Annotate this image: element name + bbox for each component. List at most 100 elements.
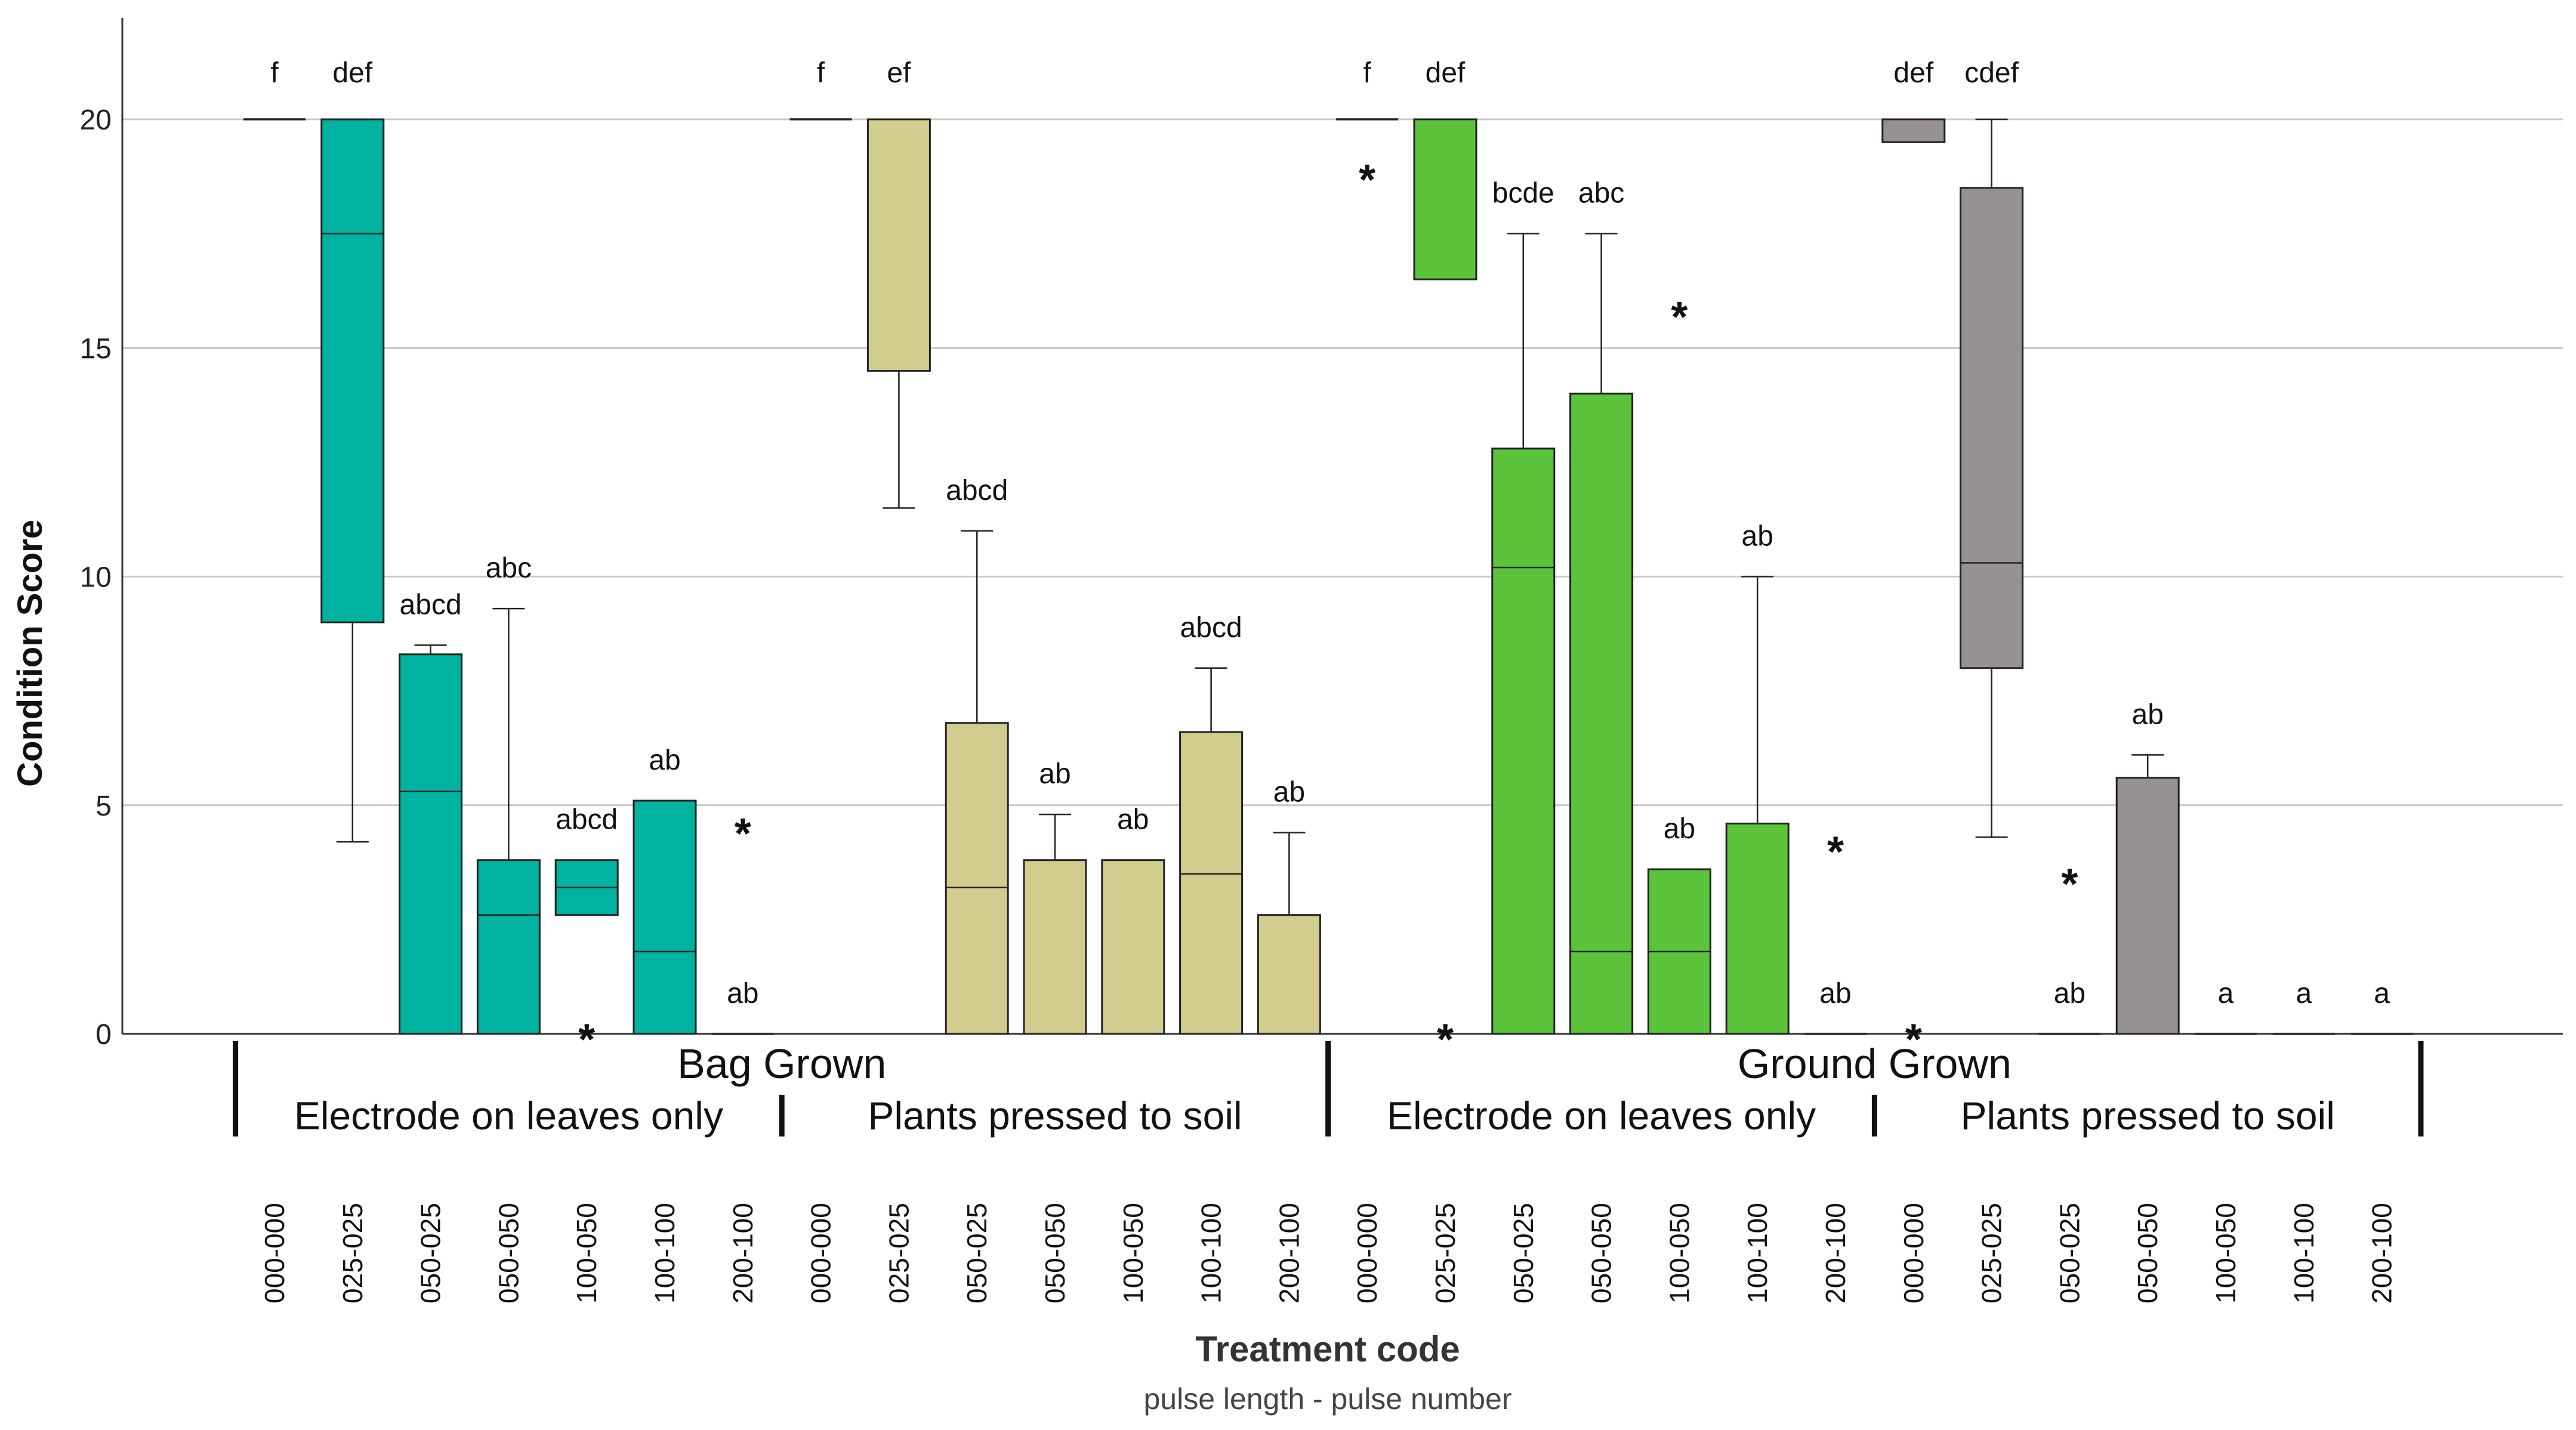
y-tick-label: 10 (80, 562, 112, 594)
group-label: Ground Grown (1738, 1040, 2012, 1087)
box-body (320, 118, 385, 623)
outlier-marker: * (1905, 1016, 1922, 1064)
outlier-marker: * (735, 810, 751, 858)
x-tick-label: 200-100 (2367, 1203, 2398, 1304)
x-tick-label: 200-100 (1273, 1203, 1304, 1304)
outlier-marker: * (1437, 1016, 1454, 1064)
box-ground-grown-200-100: * (1804, 829, 1867, 1035)
x-tick-label: 050-025 (415, 1203, 446, 1304)
significance-letter: abcd (946, 475, 1008, 506)
box-bag-grown-100-050 (1101, 859, 1165, 1035)
y-axis-title: Condition Score (11, 520, 50, 787)
box-body (399, 653, 463, 1035)
box-ground-grown-050-050 (2115, 754, 2180, 1035)
significance-letter: ab (649, 745, 680, 776)
x-tick-label: 000-000 (259, 1203, 290, 1304)
x-tick-label: 200-100 (1820, 1203, 1851, 1304)
box-body (1023, 859, 1087, 1035)
box-plots: * * * * * * * * (243, 118, 2413, 1064)
significance-letter: a (2296, 978, 2312, 1009)
box-body (633, 799, 697, 1035)
box-body (1413, 118, 1477, 280)
box-ground-grown-025-025 (1960, 118, 2024, 838)
box-body (1257, 914, 1321, 1035)
x-tick-label: 100-050 (1664, 1203, 1695, 1304)
box-body (1960, 187, 2024, 669)
x-tick-label: 000-000 (1898, 1203, 1929, 1304)
box-ground-grown-025-025: * (1413, 118, 1477, 1064)
significance-letter: def (1426, 57, 1466, 89)
box-body (1101, 859, 1165, 1035)
box-bag-grown-025-025 (320, 118, 385, 843)
x-tick-label: 025-025 (1430, 1203, 1461, 1304)
outlier-marker: * (578, 1016, 595, 1064)
significance-letter: ab (1273, 777, 1305, 808)
outlier-marker: * (1827, 829, 1844, 876)
significance-letter: ab (1117, 804, 1149, 836)
box-bag-grown-200-100: * (711, 810, 774, 1035)
significance-letter: def (332, 57, 372, 89)
significance-letter: f (1363, 57, 1372, 89)
box-body (1491, 447, 1556, 1035)
box-bag-grown-100-100 (633, 799, 697, 1035)
significance-letter: bcde (1492, 178, 1554, 209)
box-bag-grown-050-050 (476, 607, 541, 1035)
box-body (2115, 777, 2180, 1035)
subgroup-label: Plants pressed to soil (1961, 1094, 2335, 1138)
x-tick-label: 100-100 (649, 1203, 680, 1304)
x-tick-label: 100-100 (2288, 1203, 2319, 1304)
x-axis-tick-labels: 000-000 025-025 050-025 050-050 100-050 100-1… (259, 1203, 2398, 1304)
x-tick-label: 025-025 (337, 1203, 368, 1304)
x-tick-label: 100-050 (2210, 1203, 2241, 1304)
group-labels: Electrode on leaves only Plants pressed t… (233, 1040, 2424, 1138)
significance-letter: ab (2132, 699, 2164, 730)
significance-letter: ab (727, 978, 758, 1009)
box-bag-grown-100-100 (1179, 667, 1244, 1035)
significance-letter: f (817, 57, 825, 89)
significance-letter: abcd (400, 589, 462, 620)
box-bag-grown-050-050 (1023, 813, 1087, 1035)
box-body (945, 722, 1009, 1035)
outlier-marker: * (1671, 294, 1687, 341)
significance-letter: abc (1578, 178, 1624, 209)
subgroup-label: Electrode on leaves only (1387, 1094, 1816, 1138)
x-tick-label: 050-025 (2054, 1203, 2085, 1304)
x-tick-label: 050-050 (2132, 1203, 2163, 1304)
x-tick-label: 100-100 (1742, 1203, 1773, 1304)
box-bag-grown-200-100 (1257, 832, 1321, 1035)
x-tick-label: 100-050 (1118, 1203, 1149, 1304)
subgroup-label: Electrode on leaves only (294, 1094, 723, 1138)
significance-letter: def (1893, 57, 1933, 89)
box-bag-grown-100-050: * (554, 859, 619, 1064)
box-body (1881, 118, 1946, 143)
box-ground-grown-050-025: * (2038, 860, 2101, 1035)
significance-letter: ab (1819, 978, 1851, 1009)
significance-letter: a (2374, 978, 2390, 1009)
x-tick-label: 000-000 (1352, 1203, 1383, 1304)
y-tick-label: 0 (95, 1019, 112, 1051)
x-tick-label: 050-050 (1039, 1203, 1070, 1304)
box-ground-grown-050-025 (1491, 233, 1556, 1035)
box-ground-grown-000-000: * (1336, 118, 1399, 204)
box-ground-grown-000-000: * (1881, 118, 1946, 1064)
x-tick-label: 100-050 (571, 1203, 602, 1304)
significance-letter: abcd (556, 804, 618, 836)
box-bag-grown-050-025 (945, 530, 1009, 1035)
x-tick-label: 025-025 (883, 1203, 914, 1304)
significance-letter: ab (1039, 758, 1070, 790)
group-label: Bag Grown (677, 1040, 886, 1087)
x-tick-label: 050-050 (493, 1203, 524, 1304)
box-body (1725, 822, 1790, 1035)
significance-letter: ab (1742, 521, 1773, 552)
x-tick-label: 200-100 (727, 1203, 758, 1304)
box-ground-grown-100-050: * (1647, 294, 1711, 1035)
box-ground-grown-100-100 (1725, 576, 1790, 1035)
x-tick-label: 025-025 (1976, 1203, 2007, 1304)
x-axis-title: Treatment code (1195, 1329, 1460, 1369)
box-body (1569, 393, 1634, 1035)
x-tick-label: 100-100 (1196, 1203, 1227, 1304)
box-body (866, 118, 931, 372)
significance-letter: ab (2054, 978, 2086, 1009)
y-tick-label: 5 (95, 790, 112, 822)
